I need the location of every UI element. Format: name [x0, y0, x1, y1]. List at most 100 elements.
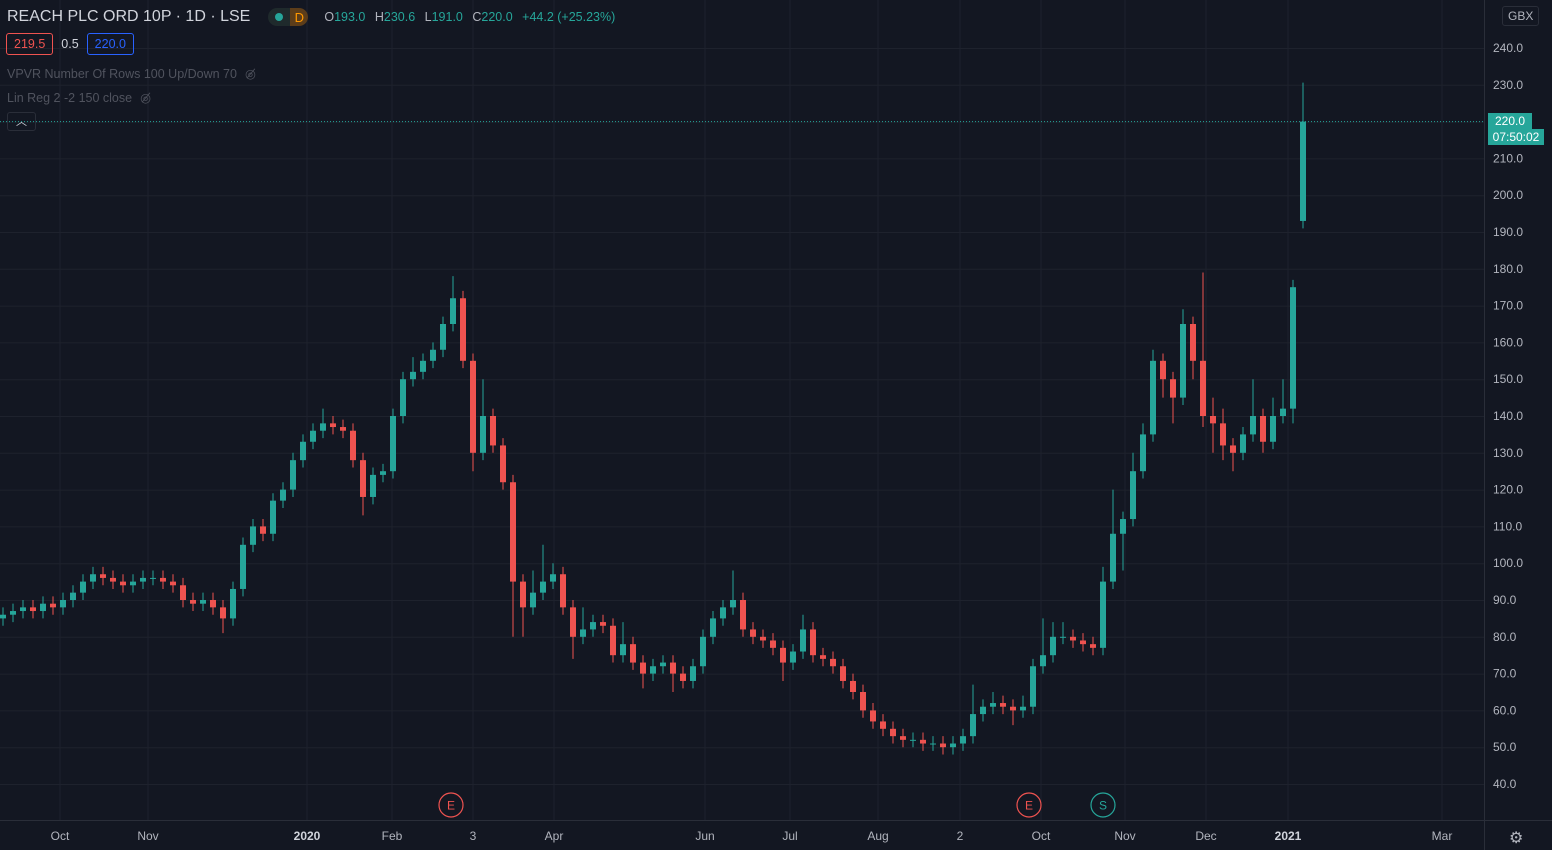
candle-body — [770, 640, 776, 648]
candle-body — [320, 423, 326, 431]
price-tick-label: 170.0 — [1493, 299, 1523, 313]
candle-body — [110, 577, 116, 582]
time-tick-label: Dec — [1195, 829, 1216, 843]
indicator-linreg[interactable]: Lin Reg 2 -2 150 close ◎̸ — [7, 90, 152, 106]
price-tick-label: 120.0 — [1493, 483, 1523, 497]
price-tick-label: 80.0 — [1493, 630, 1517, 644]
candle-body — [920, 739, 926, 744]
candle-body — [720, 607, 726, 619]
candle-body — [80, 581, 86, 593]
time-tick-label: 2 — [957, 829, 964, 843]
price-tick-label: 40.0 — [1493, 777, 1517, 791]
candle-body — [180, 585, 186, 600]
candle-body — [810, 629, 816, 656]
candle-body — [510, 482, 516, 582]
candle-body — [790, 651, 796, 663]
candle-body — [1150, 360, 1156, 435]
candle-body — [1230, 445, 1236, 453]
candle-body — [280, 489, 286, 501]
candle-body — [570, 607, 576, 637]
candle-body — [1180, 324, 1186, 398]
sell-button[interactable]: 219.5 — [6, 33, 54, 55]
candle-body — [340, 427, 346, 431]
candle-body — [600, 622, 606, 626]
candle-body — [380, 471, 386, 475]
candle-body — [460, 298, 466, 361]
candle-body — [500, 445, 506, 483]
candle-body — [870, 710, 876, 722]
candle-body — [330, 423, 336, 428]
candle-body — [240, 544, 246, 589]
candle-body — [100, 574, 106, 578]
candle-body — [730, 600, 736, 608]
price-tick-label: 110.0 — [1493, 519, 1522, 533]
earnings-event-marker — [1016, 792, 1042, 818]
candle-body — [1080, 640, 1086, 645]
open-label: O — [324, 10, 335, 24]
candle-body — [670, 662, 676, 674]
candle-body — [1010, 706, 1016, 711]
quote-row: 219.5 0.5 220.0 — [6, 33, 134, 55]
eye-off-icon[interactable]: ◎̸ — [140, 91, 152, 105]
candle-body — [1250, 416, 1256, 435]
candle-body — [440, 324, 446, 350]
candle-body — [750, 629, 756, 637]
split-event-marker — [1090, 792, 1116, 818]
candle-body — [1140, 434, 1146, 472]
eye-off-icon[interactable]: ◎̸ — [244, 67, 256, 81]
candle-body — [370, 474, 376, 497]
price-tick-label: 130.0 — [1493, 446, 1523, 460]
time-tick-label: Feb — [382, 829, 403, 843]
candle-body — [620, 644, 626, 656]
market-status-badge[interactable]: D — [268, 8, 309, 26]
gear-icon[interactable]: ⚙ — [1509, 830, 1524, 847]
candle-body — [210, 600, 216, 608]
candle-body — [160, 577, 166, 582]
candle-body — [270, 500, 276, 534]
candle-body — [1050, 636, 1056, 656]
price-tick-label: 70.0 — [1493, 667, 1517, 681]
candle-body — [490, 416, 496, 446]
candle-body — [1130, 471, 1136, 520]
candle-body — [1060, 636, 1066, 638]
candle-body — [130, 581, 136, 586]
candle-body — [230, 588, 236, 619]
price-tick-label: 180.0 — [1493, 262, 1523, 276]
candle-body — [1210, 416, 1216, 424]
candle-body — [410, 371, 416, 380]
candle-body — [400, 379, 406, 416]
currency-button[interactable]: GBX — [1502, 6, 1540, 26]
candle-body — [530, 592, 536, 608]
candle-body — [1100, 581, 1106, 648]
indicator-vpvr[interactable]: VPVR Number Of Rows 100 Up/Down 70 ◎̸ — [7, 66, 256, 82]
symbol-legend: REACH PLC ORD 10P · 1D · LSE D O193.0 H2… — [7, 8, 621, 26]
symbol-title[interactable]: REACH PLC ORD 10P · 1D · LSE — [7, 8, 251, 25]
candle-body — [760, 636, 766, 641]
low-value: 191.0 — [431, 10, 463, 24]
candle-body — [1300, 121, 1306, 221]
current-price-label: 220.0 — [1488, 113, 1532, 129]
candle-body — [610, 625, 616, 656]
candle-body — [560, 574, 566, 608]
candle-body — [970, 714, 976, 737]
candle-body — [1260, 416, 1266, 442]
candle-body — [1240, 434, 1246, 453]
candle-body — [580, 629, 586, 637]
candle-body — [1110, 533, 1116, 582]
candle-body — [930, 743, 936, 745]
candle-body — [850, 680, 856, 692]
candle-body — [1220, 423, 1226, 446]
candle-body — [360, 460, 366, 497]
candle-body — [290, 460, 296, 490]
candle-body — [70, 592, 76, 600]
collapse-legend-button[interactable]: ︿ — [7, 112, 36, 131]
time-tick-label: Jul — [782, 829, 797, 843]
candle-body — [1120, 519, 1126, 534]
candle-body — [450, 298, 456, 324]
candle-body — [700, 636, 706, 667]
buy-button[interactable]: 220.0 — [86, 33, 134, 55]
candle-body — [800, 629, 806, 652]
candle-body — [820, 655, 826, 659]
candle-body — [1090, 644, 1096, 648]
